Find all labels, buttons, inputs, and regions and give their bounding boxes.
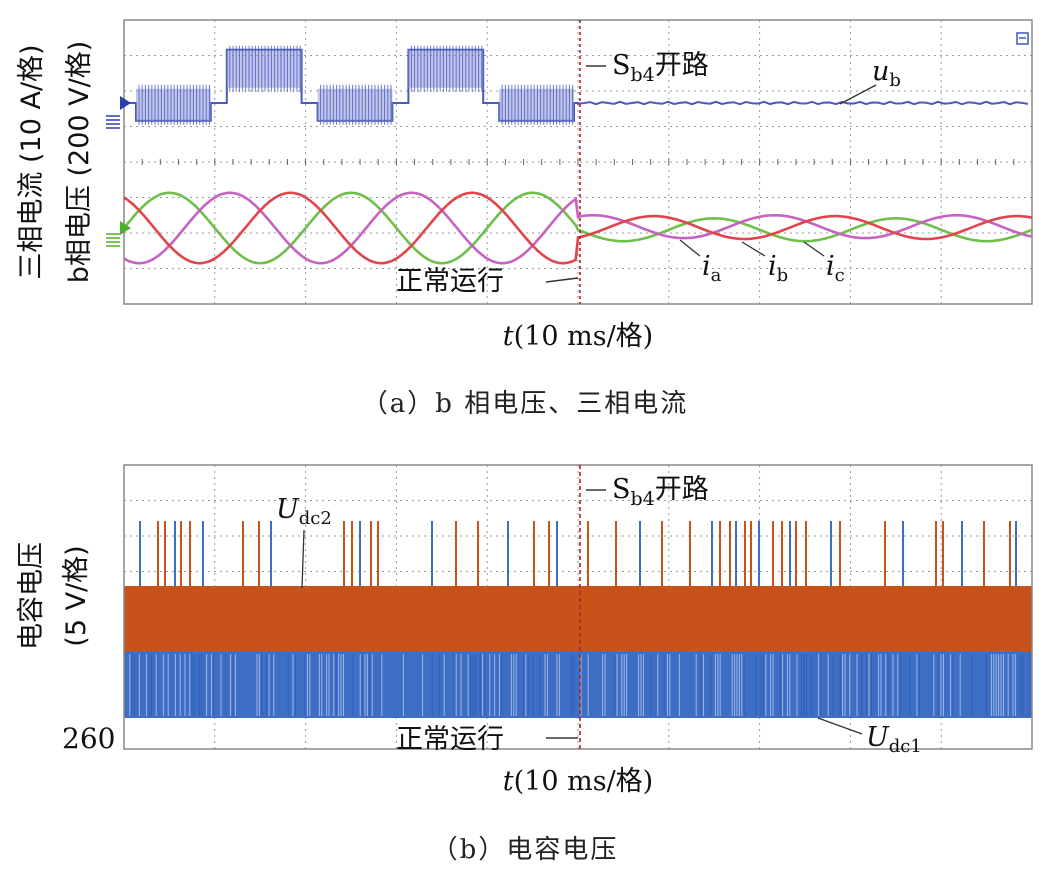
panel-a-normal-label: 正常运行	[396, 266, 504, 297]
panel-b-y-tick-label: 260	[62, 722, 115, 755]
i-c-label: ic	[826, 251, 845, 286]
panel-a: b相电压 (200 V/格) 三相电流 (10 A/格) Sb4开路 ub 正常…	[16, 19, 1033, 419]
panel-b: 电容电压 (5 V/格) 260 Sb4开路 Udc2 正常运行 Udc1 t(…	[16, 464, 1033, 865]
panel-b-fault-label: Sb4开路	[612, 474, 709, 510]
panel-a-ylabel-top: b相电压 (200 V/格)	[64, 41, 95, 283]
panel-a-grid	[124, 20, 1032, 304]
i-a-label: ia	[702, 251, 722, 286]
panel-a-xlabel: t(10 ms/格)	[503, 321, 653, 352]
capacitor-spikes	[139, 521, 1017, 586]
panel-b-xlabel: t(10 ms/格)	[503, 766, 653, 797]
u-dc1-label: Udc1	[866, 722, 922, 757]
panel-a-fault-label: Sb4开路	[612, 50, 709, 86]
panel-a-frame	[123, 19, 1033, 305]
u-dc1-band	[124, 652, 1032, 718]
u-dc2-band	[124, 586, 1032, 652]
u-b-label: ub	[872, 56, 901, 91]
trigger-marker-icon	[1016, 32, 1029, 45]
i-c-trace	[123, 191, 1033, 265]
panel-a-caption: （a）b 相电压、三相电流	[362, 389, 688, 419]
u-b-switching-stripes	[138, 45, 574, 125]
panel-b-frame	[123, 464, 1033, 750]
panel-b-normal-label: 正常运行	[396, 724, 504, 755]
i-a-trace	[122, 191, 1033, 265]
i-b-trace	[123, 191, 1033, 265]
panel-a-ticks	[123, 159, 1033, 165]
panel-b-ylabel-top: 电容电压	[16, 542, 47, 650]
channel-1-marker-icon	[120, 96, 131, 110]
u-dc2-label: Udc2	[276, 494, 332, 529]
channel-2-ground-icon	[106, 233, 120, 247]
panel-b-caption: （b）电容电压	[432, 835, 619, 865]
panel-b-ylabel-bottom: (5 V/格)	[61, 545, 92, 646]
channel-1-ground-icon	[106, 115, 120, 129]
i-b-label: ib	[768, 251, 788, 286]
u-dc1-noise	[129, 654, 1031, 716]
channel-2-marker-icon	[120, 221, 131, 235]
panel-a-ylabel-bottom: 三相电流 (10 A/格)	[16, 44, 47, 279]
u-b-trace	[124, 48, 1029, 122]
